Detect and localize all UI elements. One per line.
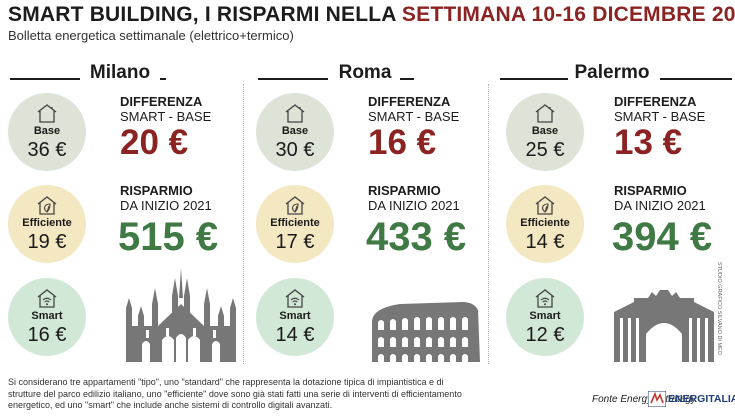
page-subtitle: Bolletta energetica settimanale (elettri…: [8, 28, 294, 43]
house-leaf-icon: [285, 196, 305, 215]
smart-label: Smart: [31, 310, 63, 322]
column-separator: [488, 84, 489, 364]
city-rule: [160, 78, 166, 80]
base-value: 30 €: [275, 139, 315, 161]
base-label: Base: [281, 125, 309, 137]
base-value: 25 €: [525, 139, 565, 161]
base-value: 36 €: [27, 139, 67, 161]
smart-value: 12 €: [525, 324, 565, 346]
smart-label: Smart: [529, 310, 561, 322]
house-icon: [285, 104, 305, 123]
city-rule: [10, 78, 80, 80]
savings-subheading: DA INIZIO 2021: [614, 198, 706, 213]
smart-label: Smart: [279, 310, 311, 322]
difference-heading: DIFFERENZA: [614, 94, 697, 109]
smart-circle: Smart 16 €: [8, 278, 86, 356]
house-icon: [535, 104, 555, 123]
footnote: Si considerano tre appartamenti "tipo", …: [8, 377, 462, 410]
savings-heading: RISPARMIO: [120, 183, 193, 198]
title-highlight: SETTIMANA 10-16 DICEMBRE 2021: [401, 3, 735, 26]
colosseo-icon: [372, 302, 480, 362]
difference-value: 13 €: [614, 123, 683, 162]
base-label: Base: [531, 125, 559, 137]
house-wifi-icon: [37, 289, 57, 308]
base-circle: Base 30 €: [256, 93, 334, 171]
energitalia-logo-icon: [648, 391, 666, 407]
difference-value: 20 €: [120, 123, 189, 162]
difference-heading: DIFFERENZA: [120, 94, 203, 109]
city-name: Milano: [85, 62, 155, 84]
city-heading-milano: Milano: [40, 62, 200, 84]
efficient-circle: Efficiente 17 €: [256, 185, 334, 263]
city-rule: [500, 78, 568, 80]
efficient-label: Efficiente: [520, 217, 570, 229]
base-circle: Base 36 €: [8, 93, 86, 171]
difference-subheading: SMART - BASE: [368, 109, 460, 124]
efficient-value: 17 €: [275, 231, 315, 253]
efficient-circle: Efficiente 14 €: [506, 185, 584, 263]
city-heading-palermo: Palermo: [532, 62, 692, 84]
smart-circle: Smart 14 €: [256, 278, 334, 356]
house-icon: [37, 104, 57, 123]
page-title: SMART BUILDING, I RISPARMI NELLA SETTIMA…: [8, 2, 735, 28]
house-leaf-icon: [37, 196, 57, 215]
house-leaf-icon: [535, 196, 555, 215]
city-name: Roma: [334, 62, 396, 84]
efficient-label: Efficiente: [22, 217, 72, 229]
base-circle: Base 25 €: [506, 93, 584, 171]
graphic-credit: STUDIO GRAFICO SILVANO DI MEO: [716, 262, 722, 356]
smart-circle: Smart 12 €: [506, 278, 584, 356]
source-note: Fonte Energy&Strategy: [592, 394, 696, 405]
savings-heading: RISPARMIO: [368, 183, 441, 198]
city-heading-roma: Roma: [285, 62, 445, 84]
savings-value: 515 €: [118, 215, 219, 259]
difference-subheading: SMART - BASE: [120, 109, 212, 124]
difference-value: 16 €: [368, 123, 437, 162]
smart-value: 16 €: [27, 324, 67, 346]
teatro-politeama-icon: [614, 290, 714, 362]
savings-heading: RISPARMIO: [614, 183, 687, 198]
savings-subheading: DA INIZIO 2021: [120, 198, 212, 213]
efficient-value: 14 €: [525, 231, 565, 253]
city-rule: [400, 78, 414, 80]
savings-value: 394 €: [612, 215, 713, 259]
difference-subheading: SMART - BASE: [614, 109, 706, 124]
house-wifi-icon: [285, 289, 305, 308]
efficient-label: Efficiente: [270, 217, 320, 229]
city-rule: [660, 78, 732, 80]
city-name: Palermo: [570, 62, 654, 84]
house-wifi-icon: [535, 289, 555, 308]
city-rule: [258, 78, 328, 80]
column-separator: [243, 84, 244, 364]
difference-heading: DIFFERENZA: [368, 94, 451, 109]
energitalia-logo-text: ENERGITALIA: [668, 393, 735, 405]
efficient-value: 19 €: [27, 231, 67, 253]
base-label: Base: [33, 125, 61, 137]
efficient-circle: Efficiente 19 €: [8, 185, 86, 263]
savings-value: 433 €: [366, 215, 467, 259]
smart-value: 14 €: [275, 324, 315, 346]
title-main: SMART BUILDING, I RISPARMI NELLA: [8, 3, 402, 26]
savings-subheading: DA INIZIO 2021: [368, 198, 460, 213]
duomo-milano-icon: [126, 268, 236, 362]
